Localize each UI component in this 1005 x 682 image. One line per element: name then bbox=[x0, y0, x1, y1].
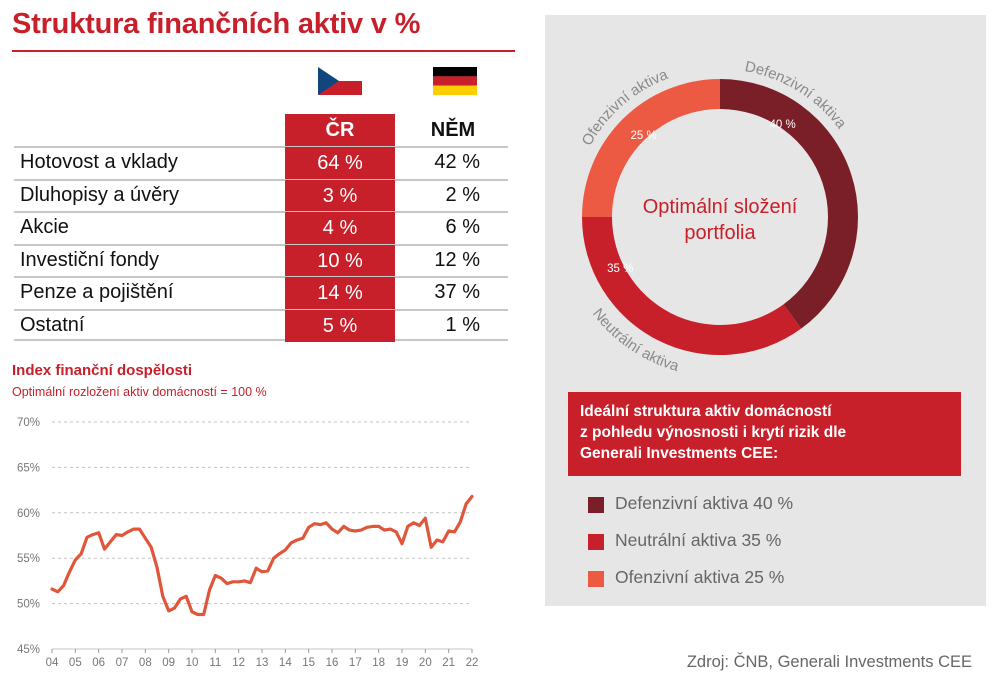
x-tick-label: 08 bbox=[139, 657, 152, 669]
x-tick-label: 13 bbox=[256, 657, 269, 669]
row-value-cz: 64 % bbox=[285, 147, 395, 180]
box-line: z pohledu výnosnosti i krytí rizik dle bbox=[580, 424, 847, 441]
row-label: Dluhopisy a úvěry bbox=[20, 183, 179, 206]
series-line bbox=[50, 494, 474, 617]
box-line: Generali Investments CEE: bbox=[580, 445, 779, 462]
y-tick-label: 55% bbox=[17, 553, 40, 565]
x-tick-label: 14 bbox=[279, 657, 292, 669]
legend-swatch bbox=[588, 534, 604, 550]
ideal-structure-box: Ideální struktura aktiv domácností z poh… bbox=[568, 392, 961, 476]
row-value-cz: 3 % bbox=[285, 179, 395, 212]
y-tick-label: 50% bbox=[17, 599, 40, 611]
x-tick-label: 07 bbox=[116, 657, 129, 669]
x-tick-label: 21 bbox=[442, 657, 455, 669]
donut-slice bbox=[720, 79, 858, 329]
x-tick-label: 17 bbox=[349, 657, 362, 669]
line-chart-subtitle: Optimální rozložení aktiv domácností = 1… bbox=[12, 385, 267, 399]
line-chart-title: Index finanční dospělosti bbox=[12, 362, 193, 379]
x-tick-label: 20 bbox=[419, 657, 432, 669]
donut-slice bbox=[582, 79, 720, 217]
column-header-de: NĚM bbox=[430, 119, 476, 141]
row-value-de: 12 % bbox=[434, 248, 480, 271]
row-label: Penze a pojištění bbox=[20, 281, 174, 303]
legend-swatch bbox=[588, 497, 604, 513]
line-chart: 45% 50% 55% 60% 65% 70% 04 05 06 07 08 09 10 11 12 13 14… bbox=[17, 417, 479, 669]
row-label: Akcie bbox=[20, 216, 69, 238]
row-value-cz: 10 % bbox=[285, 244, 395, 277]
row-value-de: 2 % bbox=[445, 183, 480, 206]
y-tick-label: 70% bbox=[17, 417, 40, 429]
donut-center-label: portfolia bbox=[684, 222, 756, 244]
donut-center-label: Optimální složení bbox=[643, 196, 798, 218]
y-tick-label: 45% bbox=[17, 644, 40, 656]
legend-label: Neutrální aktiva 35 % bbox=[615, 530, 782, 550]
row-value-cz: 5 % bbox=[285, 309, 395, 342]
row-value-cz: 14 % bbox=[285, 277, 395, 310]
slice-value-label: 25 % bbox=[631, 130, 657, 142]
czech-flag-icon bbox=[318, 67, 362, 95]
table-row: Ostatní 5 % 1 % bbox=[14, 308, 508, 342]
title-divider bbox=[12, 50, 515, 52]
table-row: Penze a pojištění 14 % 37 % bbox=[14, 276, 508, 310]
legend-swatch bbox=[588, 571, 604, 587]
slice-value-label: 40 % bbox=[770, 119, 796, 131]
page-title: Struktura finančních aktiv v % bbox=[12, 8, 421, 40]
x-tick-label: 05 bbox=[69, 657, 82, 669]
x-tick-label: 22 bbox=[466, 657, 479, 669]
column-header-cz: ČR bbox=[285, 114, 395, 146]
x-tick-label: 15 bbox=[302, 657, 315, 669]
x-tick-label: 12 bbox=[232, 657, 245, 669]
x-tick-label: 09 bbox=[162, 657, 175, 669]
row-value-de: 37 % bbox=[434, 281, 480, 303]
asset-table: Hotovost a vklady 64 % 42 % Dluhopisy a … bbox=[14, 146, 508, 342]
slice-value-label: 35 % bbox=[607, 263, 633, 275]
row-label: Ostatní bbox=[20, 313, 85, 336]
x-tick-label: 16 bbox=[326, 657, 339, 669]
row-value-de: 1 % bbox=[445, 313, 480, 336]
x-tick-label: 18 bbox=[372, 657, 385, 669]
row-label: Investiční fondy bbox=[20, 248, 159, 271]
donut-slice bbox=[582, 217, 802, 356]
table-row: Akcie 4 % 6 % bbox=[14, 211, 508, 245]
y-tick-label: 60% bbox=[17, 508, 40, 520]
x-tick-label: 04 bbox=[46, 657, 59, 669]
source-note: Zdroj: ČNB, Generali Investments CEE bbox=[686, 653, 972, 671]
x-tick-label: 06 bbox=[92, 657, 105, 669]
table-row: Dluhopisy a úvěry 3 % 2 % bbox=[14, 178, 508, 212]
x-tick-label: 10 bbox=[186, 657, 199, 669]
x-tick-label: 11 bbox=[209, 657, 221, 669]
legend-label: Defenzivní aktiva 40 % bbox=[615, 493, 794, 513]
row-value-de: 42 % bbox=[434, 151, 480, 173]
german-flag-icon bbox=[433, 67, 477, 95]
row-value-cz: 4 % bbox=[285, 212, 395, 245]
table-row: Investiční fondy 10 % 12 % bbox=[14, 243, 508, 277]
row-value-de: 6 % bbox=[445, 216, 480, 238]
y-tick-label: 65% bbox=[17, 462, 40, 474]
box-line: Ideální struktura aktiv domácností bbox=[580, 403, 832, 420]
legend-label: Ofenzivní aktiva 25 % bbox=[615, 567, 785, 587]
row-label: Hotovost a vklady bbox=[20, 151, 178, 173]
x-tick-label: 19 bbox=[396, 657, 409, 669]
table-row: Hotovost a vklady 64 % 42 % bbox=[14, 146, 508, 180]
